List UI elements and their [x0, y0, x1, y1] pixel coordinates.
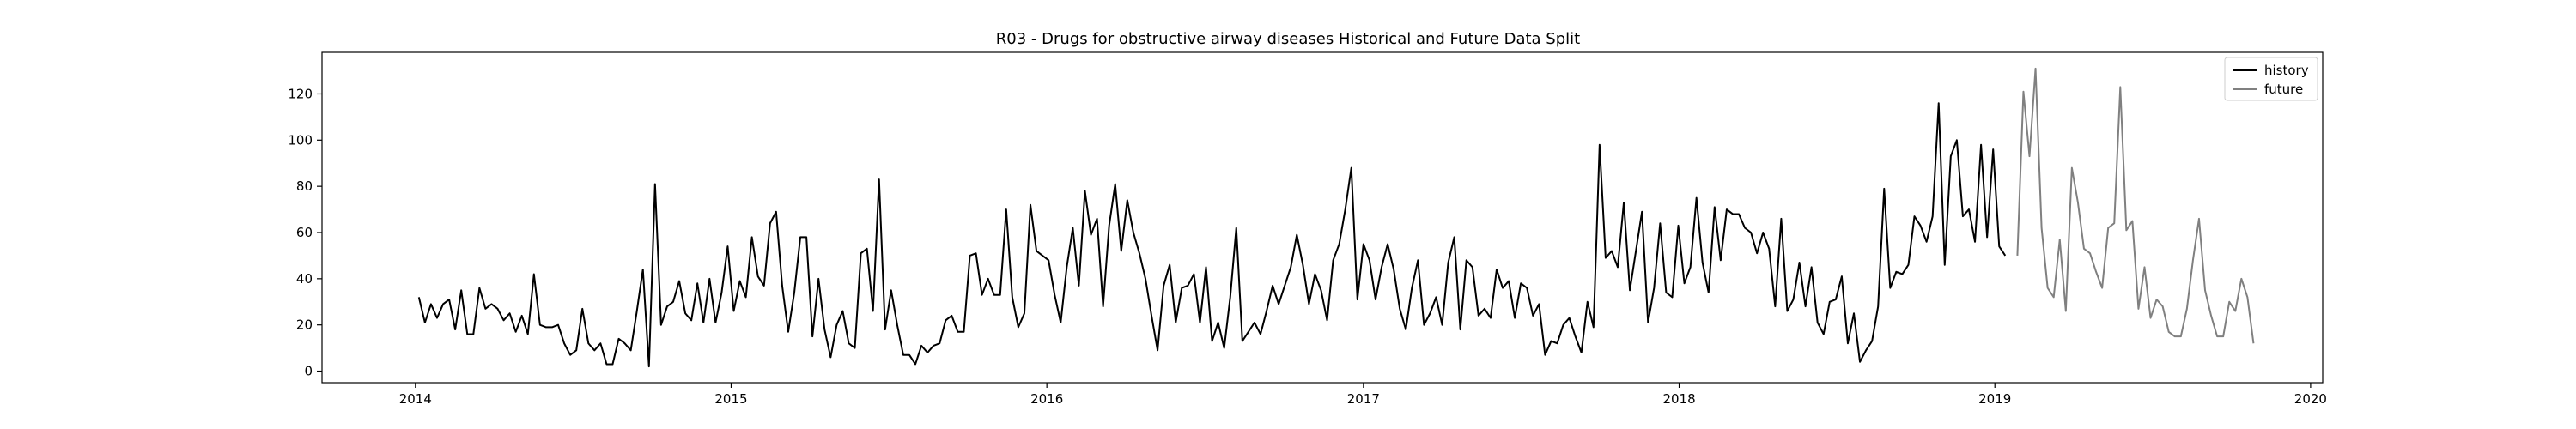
- x-tick-label: 2017: [1347, 391, 1380, 407]
- y-tick-label: 40: [296, 271, 313, 287]
- x-tick-label: 2015: [714, 391, 747, 407]
- plot-area: [321, 51, 2324, 384]
- x-tick-label: 2018: [1662, 391, 1695, 407]
- legend: history future: [2224, 57, 2318, 101]
- x-tick-label: 2020: [2294, 391, 2327, 407]
- x-tick-label: 2016: [1030, 391, 1063, 407]
- series-layer: [417, 67, 2255, 368]
- x-tick-label: 2014: [399, 391, 432, 407]
- legend-label-future: future: [2264, 82, 2303, 97]
- y-tick-label: 120: [288, 86, 313, 101]
- y-tick-label: 100: [288, 132, 313, 148]
- x-tick-label: 2019: [1978, 391, 2011, 407]
- y-tick-label: 60: [296, 225, 313, 240]
- legend-label-history: history: [2264, 63, 2309, 78]
- y-axis: 0 20 40 60 80 100 120: [288, 86, 322, 379]
- y-tick-label: 20: [296, 317, 313, 333]
- y-tick-label: 0: [304, 364, 313, 379]
- series-line-history: [417, 102, 2007, 368]
- plot-frame: [321, 51, 2324, 384]
- chart-title: R03 - Drugs for obstructive airway disea…: [996, 30, 1580, 48]
- y-tick-label: 80: [296, 178, 313, 194]
- x-axis: 2014 2015 2016 2017 2018 2019 2020: [399, 383, 2327, 407]
- series-line-future: [2016, 67, 2255, 344]
